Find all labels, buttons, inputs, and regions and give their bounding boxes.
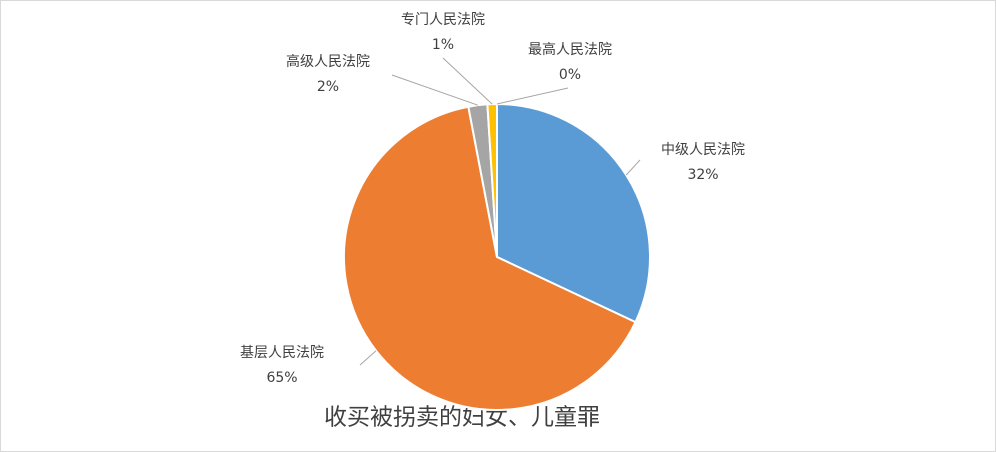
slice-label: 基层人民法院 [240,344,324,361]
slice-label: 中级人民法院 [661,142,745,158]
leader-line [391,74,478,106]
pie-slice [343,105,637,411]
slice-value-label: 0% [559,67,581,83]
leader-line [625,159,641,176]
leader-line [442,57,493,105]
slice-value-label: 1% [432,37,454,53]
leader-line [359,350,377,366]
leader-line [496,87,569,105]
chart-title: 收买被拐卖的妇女、儿童罪 [324,405,600,431]
slice-value-label: 65% [266,370,297,386]
slice-label: 高级人民法院 [286,53,370,70]
slice-label: 专门人民法院 [401,12,485,28]
slice-value-label: 32% [687,167,718,183]
slice-value-label: 2% [317,79,339,95]
slice-label: 最高人民法院 [528,41,612,58]
